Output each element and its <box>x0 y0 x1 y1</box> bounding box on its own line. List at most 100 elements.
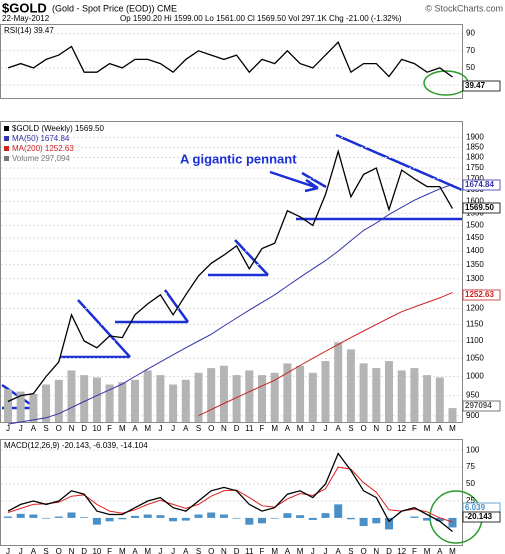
bar <box>143 514 152 518</box>
x-tick-label: N <box>373 424 379 433</box>
quote: Op 1590.20 Hi 1599.00 Lo 1561.00 Cl 1569… <box>120 14 402 23</box>
panel-title: MACD(12,26,9) -20.143, -6.039, -14.104 <box>4 441 148 450</box>
bar <box>245 517 254 525</box>
x-tick-label: O <box>208 547 214 554</box>
x-tick-label: F <box>260 547 265 554</box>
y-tick-label: 1500 <box>466 221 484 230</box>
bar <box>334 342 343 422</box>
x-tick-label: 12 <box>397 424 406 433</box>
legend-entry: $GOLD (Weekly) 1569.50 <box>12 124 104 133</box>
bar <box>372 517 381 524</box>
bar <box>346 349 355 422</box>
series-line <box>7 148 454 403</box>
pennant-lines <box>1 133 463 410</box>
bar <box>359 517 368 527</box>
bar <box>67 512 76 518</box>
bar <box>67 370 76 422</box>
y-tick-label: 25 <box>466 496 475 505</box>
y-tick-label: 1600 <box>466 196 484 205</box>
bar <box>232 517 241 519</box>
bar <box>156 375 165 422</box>
bar <box>410 516 419 518</box>
bar <box>283 513 292 518</box>
x-tick-label: A <box>336 424 342 433</box>
bar <box>207 368 216 422</box>
legend-entry: MA(50) 1674.84 <box>12 134 70 143</box>
series-line <box>7 466 453 523</box>
x-tick-label: S <box>43 547 48 554</box>
y-tick-label: 1800 <box>466 153 484 162</box>
x-tick-label: O <box>360 547 366 554</box>
bar <box>131 379 139 422</box>
bar <box>118 517 127 520</box>
x-tick-label: A <box>183 547 189 554</box>
y-tick-label: 1200 <box>466 304 484 313</box>
x-tick-label: S <box>196 424 201 433</box>
legend-swatch <box>4 156 9 161</box>
value-label: 297094 <box>465 401 492 410</box>
bar <box>321 513 330 518</box>
bar <box>80 375 89 422</box>
bar <box>42 384 51 422</box>
bar <box>207 512 216 518</box>
x-tick-label: S <box>348 424 353 433</box>
bar <box>258 375 266 422</box>
x-tick-label: A <box>132 424 138 433</box>
bar <box>42 517 51 519</box>
x-tick-label: J <box>324 547 328 554</box>
legend-swatch <box>4 146 9 151</box>
bar <box>397 370 406 422</box>
bar <box>296 365 305 422</box>
x-tick-label: A <box>31 547 37 554</box>
value-box <box>462 511 501 523</box>
x-tick-label: O <box>56 547 62 554</box>
symbol: $GOLD <box>2 0 47 15</box>
bar <box>80 517 89 518</box>
bar <box>92 377 101 422</box>
bar <box>105 517 114 522</box>
bar <box>359 363 368 422</box>
y-tick-label: 90 <box>466 29 475 38</box>
x-tick-label: S <box>348 547 353 554</box>
y-tick-label: 1750 <box>466 163 484 172</box>
name: (Gold - Spot Price (EOD)) CME <box>52 3 177 13</box>
bar <box>219 514 228 518</box>
x-tick-label: M <box>424 424 431 433</box>
bar <box>321 361 330 422</box>
x-tick-label: O <box>56 424 62 433</box>
y-tick-label: 1150 <box>466 320 484 329</box>
x-tick-label: F <box>260 424 265 433</box>
value-label: 39.47 <box>465 81 486 90</box>
value-box <box>462 400 501 412</box>
annotation-arrow <box>269 170 319 193</box>
x-tick-label: A <box>336 547 342 554</box>
x-tick-label: J <box>6 424 10 433</box>
series-line <box>7 452 453 533</box>
x-tick-label: M <box>297 424 304 433</box>
value-label: 1569.50 <box>465 203 494 212</box>
y-tick-label: 1400 <box>466 246 484 255</box>
value-box <box>462 179 501 191</box>
x-tick-label: A <box>132 547 138 554</box>
x-tick-label: M <box>271 547 278 554</box>
series-line <box>7 41 453 78</box>
x-tick-label: M <box>449 547 456 554</box>
x-tick-label: F <box>412 424 417 433</box>
bar <box>118 382 127 422</box>
x-tick-label: N <box>69 547 75 554</box>
x-tick-label: 12 <box>397 547 406 554</box>
legend-swatch <box>4 136 9 141</box>
bar <box>308 372 317 422</box>
y-tick-label: 1700 <box>466 174 484 183</box>
y-tick-label: 1050 <box>466 353 484 362</box>
y-tick-label: 1450 <box>466 233 484 242</box>
y-tick-label: 1300 <box>466 274 484 283</box>
credit: © StockCharts.com <box>425 3 503 13</box>
x-tick-label: D <box>81 424 87 433</box>
legend-swatch <box>4 126 9 131</box>
value-box <box>462 202 501 214</box>
y-tick-label: 950 <box>466 391 480 400</box>
bar <box>54 516 63 518</box>
bar <box>308 517 317 520</box>
